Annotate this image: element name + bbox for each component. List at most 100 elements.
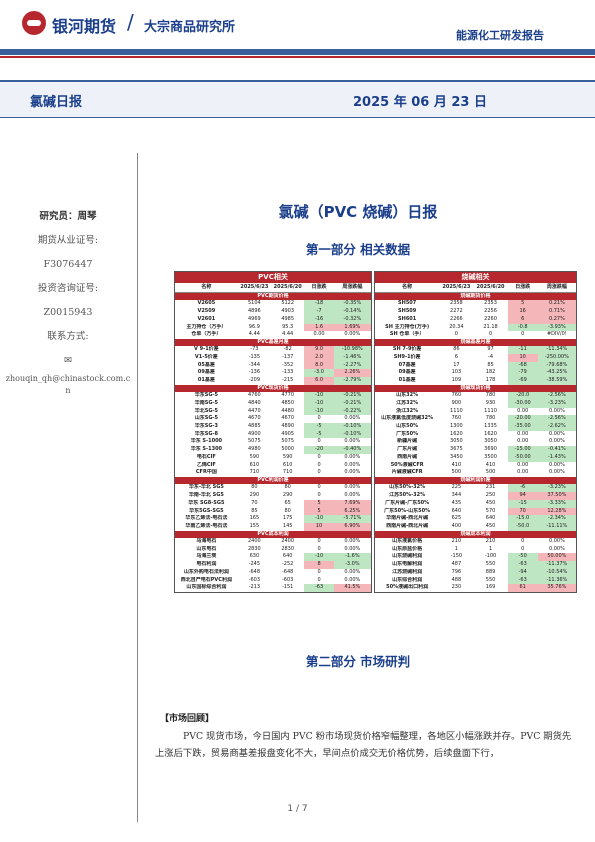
table-cell: 1 <box>454 545 458 552</box>
table-row: 华北SG-5 4470 4480 -10 -0.22% <box>175 407 371 416</box>
table-cell: 95.3 <box>282 323 294 330</box>
table-cell: -50.0 <box>507 522 538 531</box>
table-cell: -137 <box>282 354 294 361</box>
table-cell: -15.0 <box>507 515 538 523</box>
table-cell: 1.69% <box>333 323 371 332</box>
table-row: 广东50% 1620 1620 0.00 0.00% <box>375 431 576 439</box>
column-header: 名称 <box>375 283 440 293</box>
section-header-row: 烧碱成本利润 <box>375 530 576 539</box>
table-row: 乌海兰炭 630 640 -10 -1.6% <box>175 553 371 562</box>
analyst-sidebar: 研究员：周琴 期货从业证号: F3076447 投资咨询证号: Z0015943… <box>0 205 136 397</box>
table-row: 乌海电石 2400 2400 0 0.00% <box>175 538 371 546</box>
table-cell: 01基差 <box>197 377 215 384</box>
table-cell: -5.71% <box>333 515 371 523</box>
table-row: 仓单（万手） 4.44 4.44 0.00 0.00% <box>175 331 371 339</box>
table-row: 西北自产电石PVC利润 -603 -603 0 0.00% <box>175 577 371 585</box>
table-row: 山东50%-32% 225 231 -6 -3.23% <box>375 484 576 493</box>
table-cell: 华南乙烯法-电石法 <box>185 522 228 529</box>
table-row: 乙烯CIF 610 610 0 0.00% <box>175 462 371 470</box>
table-cell: 0.00 <box>517 407 529 414</box>
table-row: 山东32% 760 780 -20.0 -2.56% <box>375 392 576 400</box>
table-cell: 1620 <box>450 430 463 437</box>
table-cell: 96.9 <box>248 323 260 330</box>
table-cell: -1.46% <box>333 354 371 362</box>
table-cell: 0.00% <box>548 545 565 552</box>
table-cell: 5 <box>304 507 334 516</box>
table-cell: -5 <box>304 430 334 439</box>
table-cell: 5 <box>304 499 334 508</box>
table-cell: 3050 <box>484 438 497 445</box>
table-cell: 0 <box>521 331 525 338</box>
table-cell: 50%液碱CFR <box>390 461 424 468</box>
table-cell: -0.32% <box>333 315 371 324</box>
table-cell: 80 <box>251 484 258 491</box>
table-cell: -0.10% <box>333 423 371 431</box>
report-date: 2025 年 06 月 23 日 <box>353 95 487 110</box>
table-cell: 浙江32% <box>396 407 419 414</box>
table-cell: 344 <box>451 492 462 499</box>
table-row: 华东 S-1300 4980 5000 -20 -0.40% <box>175 446 371 454</box>
table-cell: 410 <box>451 461 462 468</box>
table-cell: -50.00 <box>507 453 538 462</box>
table-cell: -20.0 <box>507 392 538 400</box>
table-row: 华东5GS-SG5 85 80 5 6.25% <box>175 507 371 516</box>
table-cell: -0.22% <box>333 407 371 416</box>
table-cell: 0 <box>317 545 321 552</box>
table-cell: 华东 SG8-SG5 <box>188 499 225 506</box>
table-cell: 410 <box>485 461 496 468</box>
table-cell: 9.0 <box>304 346 334 355</box>
table-cell: 4670 <box>248 415 261 422</box>
table-cell: 华南片碱-西北片碱 <box>386 515 429 522</box>
table-cell: -15.00 <box>507 446 538 454</box>
table-row: 华东SG-3 4885 4890 -5 -0.10% <box>175 423 371 431</box>
table-cell: -3.93% <box>537 323 576 332</box>
table-cell: -252 <box>282 561 294 568</box>
table-cell: 5075 <box>248 438 261 445</box>
table-cell: 片碱液碱CFR <box>391 469 423 476</box>
table-cell: 4670 <box>281 415 295 422</box>
table-cell: 5122 <box>281 300 295 307</box>
table-cell: -0.40% <box>333 446 371 454</box>
brand-divider: / <box>127 10 134 34</box>
table-cell: 155 <box>249 522 260 529</box>
table-cell: 640 <box>282 553 293 560</box>
column-header: 2025/6/20 <box>271 283 305 293</box>
table-cell: 4903 <box>281 308 295 315</box>
table-cell: 3500 <box>484 453 497 460</box>
table-cell: 山东外购电石法利润 <box>183 568 229 575</box>
table-cell: 0 <box>488 331 493 338</box>
column-header: 日涨跌 <box>507 283 538 293</box>
table-cell: 新疆片碱 <box>397 438 418 445</box>
table-cell: 5075 <box>281 438 295 445</box>
email-address[interactable]: zhouqin_qh@chinastock.com.cn <box>5 374 131 395</box>
table-cell: 0.21% <box>537 300 576 309</box>
table-cell: 0 <box>317 492 321 499</box>
table-cell: 0.00% <box>548 430 565 437</box>
section-header-row: PVC利润价差 <box>175 476 371 485</box>
table-cell: -0.14% <box>333 308 371 316</box>
table-cell: 97 <box>487 346 494 353</box>
table-row: 华东 SG8-SG5 70 65 5 7.69% <box>175 499 371 508</box>
table-cell: 广东片碱 <box>397 446 418 453</box>
table-row: 新疆片碱 3050 3050 0.00 0.00% <box>375 438 576 446</box>
table-cell: 4896 <box>248 308 261 315</box>
table-cell: 山东50% <box>396 423 419 430</box>
table-cell: 乙烯CIF <box>196 461 216 468</box>
table-cell: 210 <box>451 538 462 545</box>
table-cell: 华东 S-1000 <box>190 438 223 445</box>
section-header-row: 烧碱基差月差 <box>375 338 576 347</box>
table-cell: 590 <box>282 453 293 460</box>
table-row: 50%液碱出口利润 230 169 61 35.76% <box>375 584 576 592</box>
table-row: CFR中国 710 710 0 0.00% <box>175 469 371 477</box>
table-cell: 主力持仓（万手） <box>186 323 227 330</box>
table-cell: 2358 <box>450 300 463 307</box>
table-cell: 01基差 <box>398 377 416 384</box>
table-cell: 21.18 <box>483 323 498 330</box>
table-cell: V1-5价差 <box>194 354 218 361</box>
table-cell: -0.21% <box>333 399 371 408</box>
title-band <box>0 80 595 118</box>
table-cell: 250 <box>485 492 496 499</box>
table-cell: 94 <box>507 492 538 500</box>
table-row: 华东SG-5 4760 4770 -10 -0.21% <box>175 392 371 400</box>
table-cell: 3050 <box>450 438 463 445</box>
